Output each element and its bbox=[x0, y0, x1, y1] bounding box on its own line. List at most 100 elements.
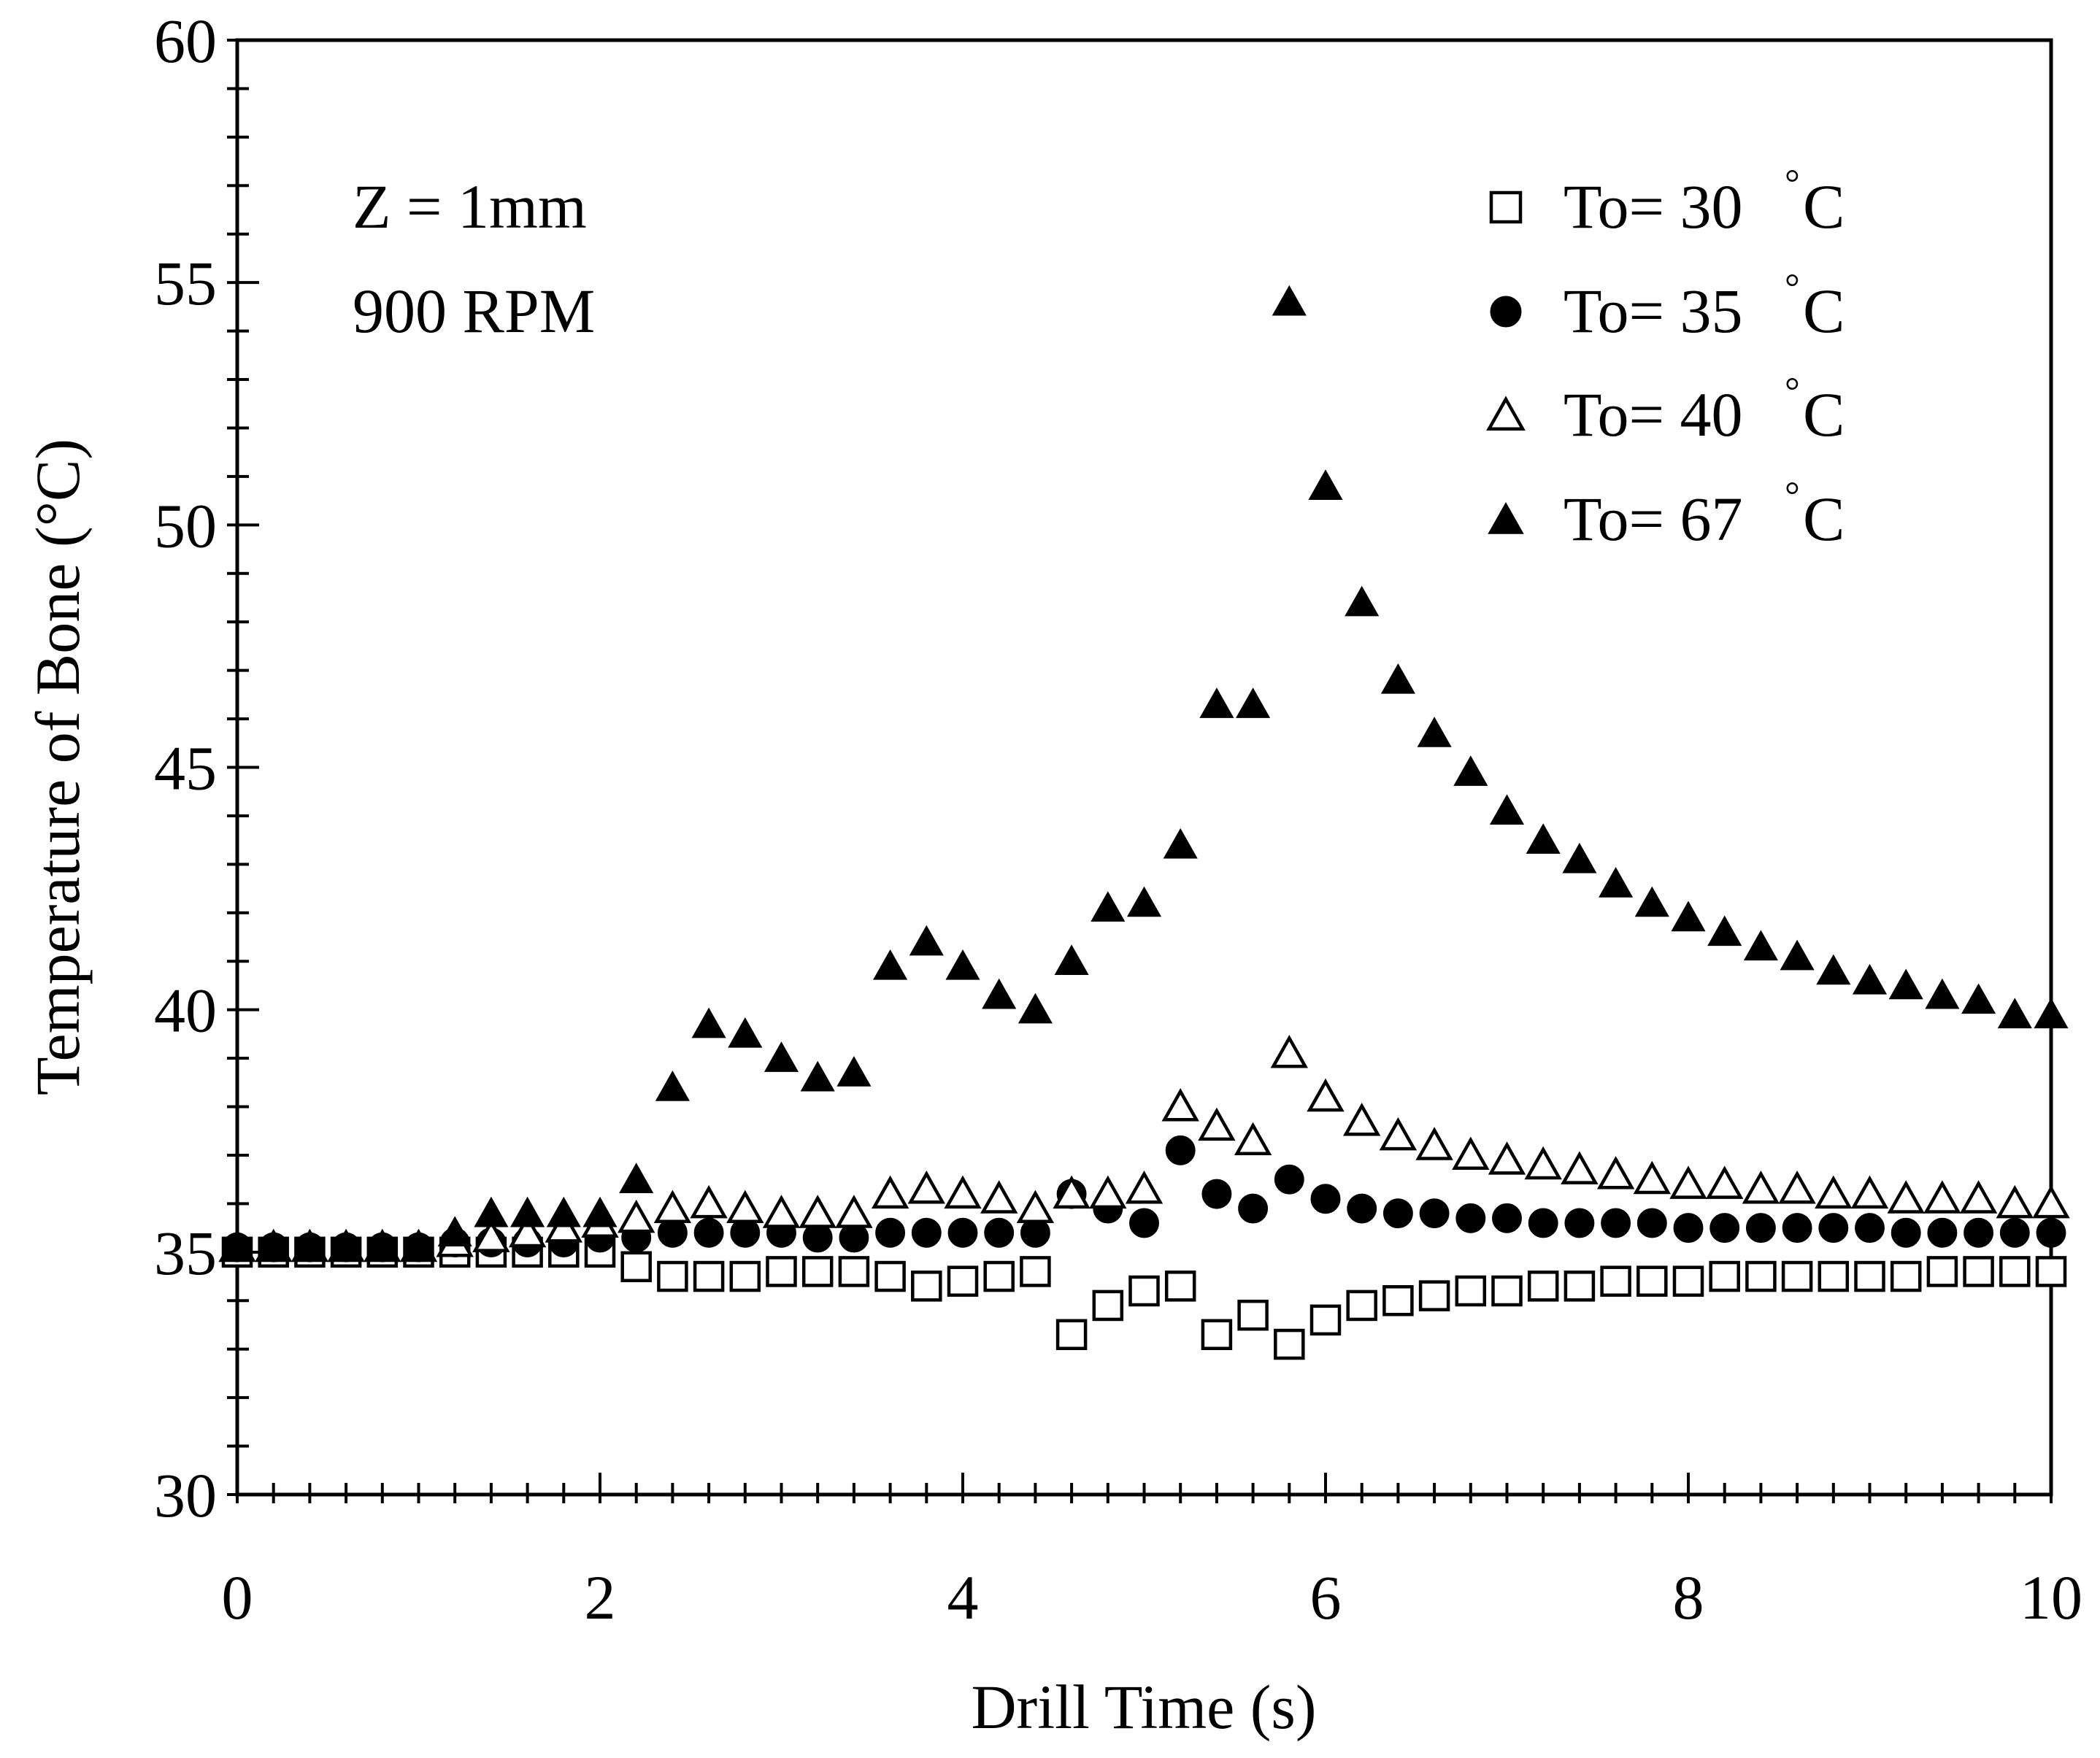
data-point bbox=[1778, 1170, 1816, 1204]
data-point bbox=[1671, 901, 1706, 932]
data-point bbox=[766, 1256, 797, 1287]
data-point bbox=[401, 1230, 436, 1261]
data-point bbox=[1091, 891, 1126, 922]
data-point bbox=[1418, 1280, 1450, 1311]
data-point bbox=[1669, 1165, 1707, 1199]
data-point bbox=[690, 1184, 728, 1219]
data-point bbox=[1016, 1190, 1055, 1224]
y-tick-label: 55 bbox=[154, 248, 217, 318]
series-1 bbox=[221, 1236, 2067, 1360]
legend-unit: C bbox=[1803, 484, 1845, 554]
legend-item-2: To= 35 ° C bbox=[1490, 267, 1845, 346]
data-point bbox=[1888, 968, 1923, 1000]
data-markers bbox=[218, 285, 2070, 1360]
data-point bbox=[1201, 1319, 1233, 1351]
data-point bbox=[1053, 1175, 1091, 1209]
data-point bbox=[1564, 1271, 1596, 1302]
data-point bbox=[729, 1260, 761, 1292]
legend-unit: C bbox=[1803, 171, 1845, 242]
data-point bbox=[944, 1175, 982, 1209]
data-point bbox=[874, 1260, 906, 1292]
data-point bbox=[1415, 1127, 1453, 1160]
data-point bbox=[2035, 1256, 2067, 1287]
data-point bbox=[1164, 1271, 1196, 1302]
data-point bbox=[1055, 1319, 1088, 1351]
legend-item-1: To= 30 ° C bbox=[1489, 163, 1845, 242]
data-point bbox=[1816, 954, 1851, 985]
data-point bbox=[508, 1214, 547, 1248]
data-point bbox=[1526, 823, 1561, 854]
legend-unit: C bbox=[1803, 379, 1845, 450]
data-point bbox=[472, 1219, 510, 1252]
data-point bbox=[1455, 1275, 1487, 1307]
data-point bbox=[911, 1217, 942, 1248]
data-point bbox=[1234, 1122, 1272, 1156]
data-point bbox=[328, 1230, 364, 1261]
data-point bbox=[1488, 1141, 1526, 1175]
data-point bbox=[1237, 1299, 1269, 1331]
data-point bbox=[1272, 285, 1307, 316]
data-point bbox=[945, 949, 980, 980]
data-point bbox=[1092, 1289, 1124, 1322]
data-point bbox=[1342, 1102, 1381, 1136]
data-point bbox=[1923, 1180, 1961, 1214]
y-tick-label: 50 bbox=[154, 490, 217, 560]
data-point bbox=[1380, 663, 1415, 694]
data-point bbox=[1925, 978, 1960, 1009]
data-point bbox=[982, 978, 1017, 1009]
data-point bbox=[1705, 1165, 1744, 1199]
legend-item-4: To= 67 ° C bbox=[1488, 475, 1845, 554]
data-point bbox=[1489, 794, 1525, 825]
data-point bbox=[911, 1271, 942, 1302]
y-tick-label: 60 bbox=[154, 6, 217, 76]
data-point bbox=[1527, 1271, 1559, 1302]
legend-label: To= 40 bbox=[1564, 379, 1743, 450]
data-point bbox=[1491, 1275, 1523, 1307]
data-point bbox=[1996, 1184, 2034, 1219]
data-point bbox=[1562, 842, 1597, 874]
data-point bbox=[947, 1265, 979, 1297]
data-point bbox=[1707, 915, 1742, 947]
data-point bbox=[1926, 1256, 1958, 1287]
data-point bbox=[437, 1216, 472, 1247]
data-point bbox=[1673, 1213, 1704, 1244]
data-point bbox=[292, 1230, 327, 1261]
data-point bbox=[1125, 1170, 1164, 1204]
data-point bbox=[835, 1195, 873, 1228]
data-point bbox=[1126, 886, 1162, 917]
x-tick-label: 10 bbox=[2020, 1562, 2082, 1632]
data-point bbox=[983, 1260, 1015, 1292]
series-4 bbox=[220, 285, 2069, 1261]
legend-degree-sign: ° bbox=[1785, 267, 1800, 309]
x-axis-label: Drill Time (s) bbox=[971, 1672, 1316, 1742]
data-point bbox=[1238, 1193, 1269, 1224]
data-point bbox=[1455, 1203, 1486, 1233]
data-point bbox=[474, 1196, 509, 1227]
data-point bbox=[1089, 1175, 1127, 1209]
data-point bbox=[1347, 1193, 1377, 1224]
data-point bbox=[617, 1199, 655, 1233]
data-point bbox=[693, 1260, 725, 1292]
annotation-depth: Z = 1mm bbox=[353, 171, 587, 242]
data-point bbox=[1781, 1260, 1813, 1292]
data-point bbox=[726, 1190, 764, 1224]
data-point bbox=[1959, 1180, 1998, 1214]
data-point bbox=[1128, 1275, 1160, 1307]
data-point bbox=[657, 1260, 688, 1292]
data-point bbox=[1599, 867, 1634, 898]
data-point bbox=[620, 1251, 652, 1283]
x-axis-tick-labels: 0 2 4 6 8 10 bbox=[222, 1562, 2083, 1632]
data-point bbox=[1854, 1260, 1885, 1292]
data-point bbox=[1852, 963, 1888, 995]
y-tick-label: 45 bbox=[154, 733, 217, 803]
data-point bbox=[1961, 983, 1996, 1014]
data-point bbox=[800, 1060, 835, 1092]
x-tick-label: 8 bbox=[1673, 1562, 1704, 1632]
legend-marker bbox=[1486, 396, 1526, 431]
data-point bbox=[1165, 1135, 1196, 1165]
data-point bbox=[1850, 1175, 1889, 1209]
legend-label: To= 30 bbox=[1564, 171, 1743, 242]
data-point bbox=[762, 1195, 801, 1228]
series-3 bbox=[218, 1034, 2070, 1262]
legend-degree-sign: ° bbox=[1785, 475, 1800, 517]
